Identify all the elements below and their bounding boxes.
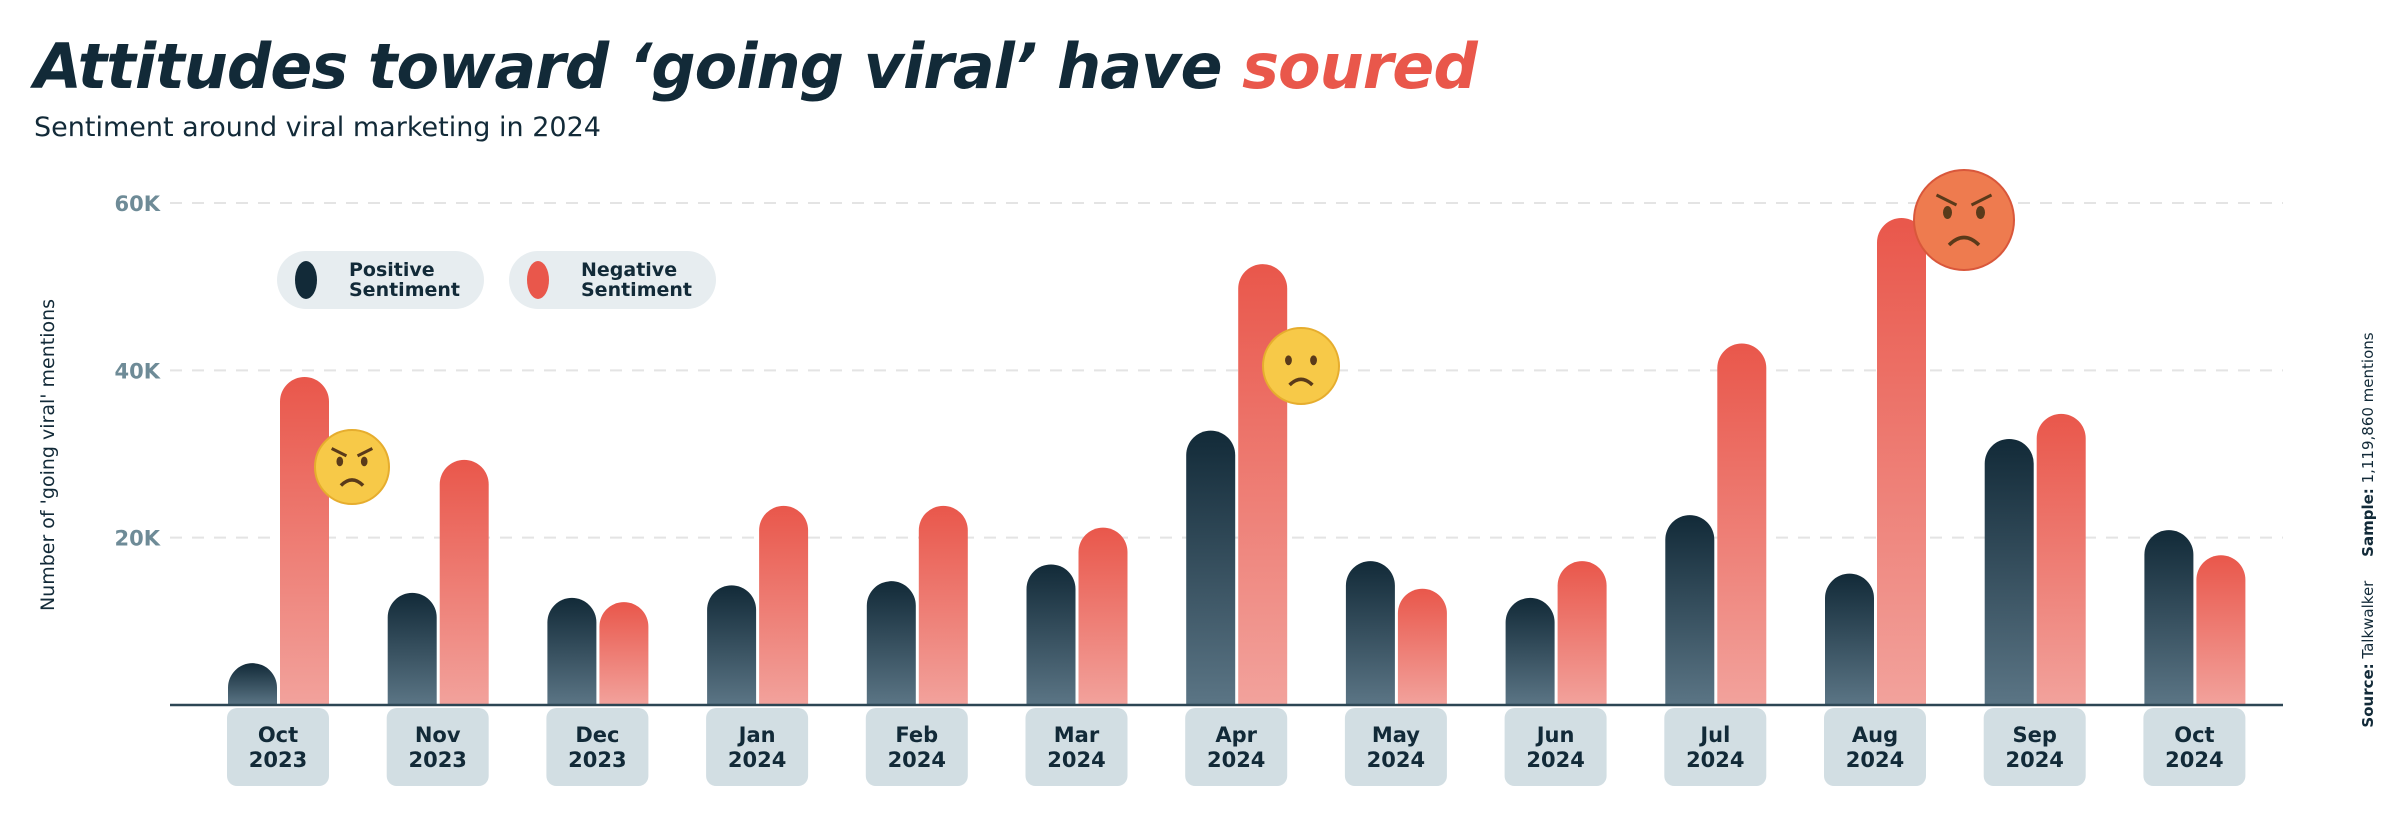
x-tick-label: Jul [1698, 723, 1730, 747]
x-tick-label: Oct [2174, 723, 2214, 747]
bar-positive [1665, 515, 1715, 705]
slightly-frowning-face-emoji [1262, 327, 1340, 405]
x-tick-label: Apr [1215, 723, 1257, 747]
x-tick-label: 2024 [1846, 748, 1904, 772]
bar-positive [1825, 573, 1874, 705]
x-label-box [1983, 708, 2086, 786]
bar-negative [439, 459, 489, 705]
x-tick-label: 2024 [2005, 748, 2063, 772]
x-label-box [2143, 708, 2246, 786]
chart-subtitle: Sentiment around viral marketing in 2024 [34, 112, 601, 143]
x-label-box [1824, 708, 1926, 786]
x-label-box [546, 708, 649, 786]
x-tick-label: Mar [1054, 723, 1100, 747]
bar-positive [866, 581, 916, 705]
bar-negative [918, 505, 968, 705]
x-tick-label: 2024 [2165, 748, 2223, 772]
bar-positive [707, 585, 757, 705]
x-tick-label: Nov [415, 723, 461, 747]
bar-negative [599, 602, 649, 705]
x-tick-label: Sep [2012, 723, 2056, 747]
x-tick-label: 2024 [1367, 748, 1425, 772]
bar-negative [1557, 561, 1607, 705]
x-tick-label: 2024 [1526, 748, 1584, 772]
x-tick-label: 2023 [249, 748, 307, 772]
bar-negative [1877, 218, 1926, 705]
x-tick-label: 2023 [408, 748, 466, 772]
x-tick-label: May [1372, 723, 1420, 747]
legend-positive: Positive Sentiment [277, 251, 484, 309]
unamused-face-emoji [314, 429, 390, 505]
bar-positive [1026, 564, 1076, 705]
x-tick-label: Jun [1535, 723, 1575, 747]
bar-negative [1717, 343, 1767, 705]
x-label-box [227, 708, 329, 786]
bar-negative [2036, 413, 2086, 705]
bar-negative [280, 377, 329, 705]
legend-negative: Negative Sentiment [509, 251, 716, 309]
y-axis-label: Number of 'going viral' mentions [37, 298, 59, 612]
bar-negative [1397, 588, 1447, 705]
source-value: Talkwalker [2359, 580, 2377, 659]
x-label-box [1025, 708, 1128, 786]
bar-positive [387, 592, 437, 705]
sample-label: Sample: [2359, 488, 2377, 557]
bar-positive [2144, 530, 2194, 705]
x-label-box [706, 708, 809, 786]
x-tick-label: 2023 [568, 748, 626, 772]
x-tick-label: 2024 [728, 748, 786, 772]
sample-value: 1,119,860 mentions [2359, 332, 2377, 484]
bar-negative [2196, 555, 2246, 705]
x-label-box [865, 708, 968, 786]
x-label-box [1504, 708, 1607, 786]
bar-positive [1186, 430, 1236, 705]
angry-face-emoji [1913, 169, 2015, 271]
x-tick-label: 2024 [1686, 748, 1744, 772]
x-tick-label: Oct [258, 723, 298, 747]
bar-negative [1238, 264, 1288, 705]
legend-positive-label: Positive Sentiment [349, 259, 460, 301]
bar-positive [547, 597, 597, 705]
bar-positive [1345, 561, 1395, 705]
bar-positive [1505, 597, 1555, 705]
x-label-box [386, 708, 489, 786]
x-tick-label: Aug [1852, 723, 1898, 747]
x-tick-label: 2024 [1207, 748, 1265, 772]
bar-positive [228, 663, 277, 705]
bar-positive [1984, 438, 2034, 705]
chart-title: Attitudes toward ‘going viral’ have sour… [34, 30, 1478, 103]
legend-negative-label: Negative Sentiment [581, 259, 692, 301]
source-label: Source: [2359, 663, 2377, 728]
source-note: Source: Talkwalker Sample: 1,119,860 men… [2359, 332, 2377, 727]
x-tick-label: Dec [575, 723, 619, 747]
x-label-box [1185, 708, 1288, 786]
title-accent: soured [1242, 30, 1478, 103]
x-tick-label: Jan [737, 723, 776, 747]
x-tick-label: Feb [895, 723, 938, 747]
bar-negative [1078, 527, 1128, 705]
x-tick-label: 2024 [1047, 748, 1105, 772]
legend-positive-swatch [295, 261, 317, 299]
x-label-box [1344, 708, 1447, 786]
x-label-box [1664, 708, 1767, 786]
y-tick-label: 60K [115, 192, 161, 216]
y-tick-label: 20K [115, 527, 161, 551]
legend-negative-swatch [527, 261, 549, 299]
x-tick-label: 2024 [888, 748, 946, 772]
bar-negative [759, 505, 809, 705]
title-main: Attitudes toward ‘going viral’ have [34, 30, 1243, 103]
y-tick-label: 40K [115, 359, 161, 383]
